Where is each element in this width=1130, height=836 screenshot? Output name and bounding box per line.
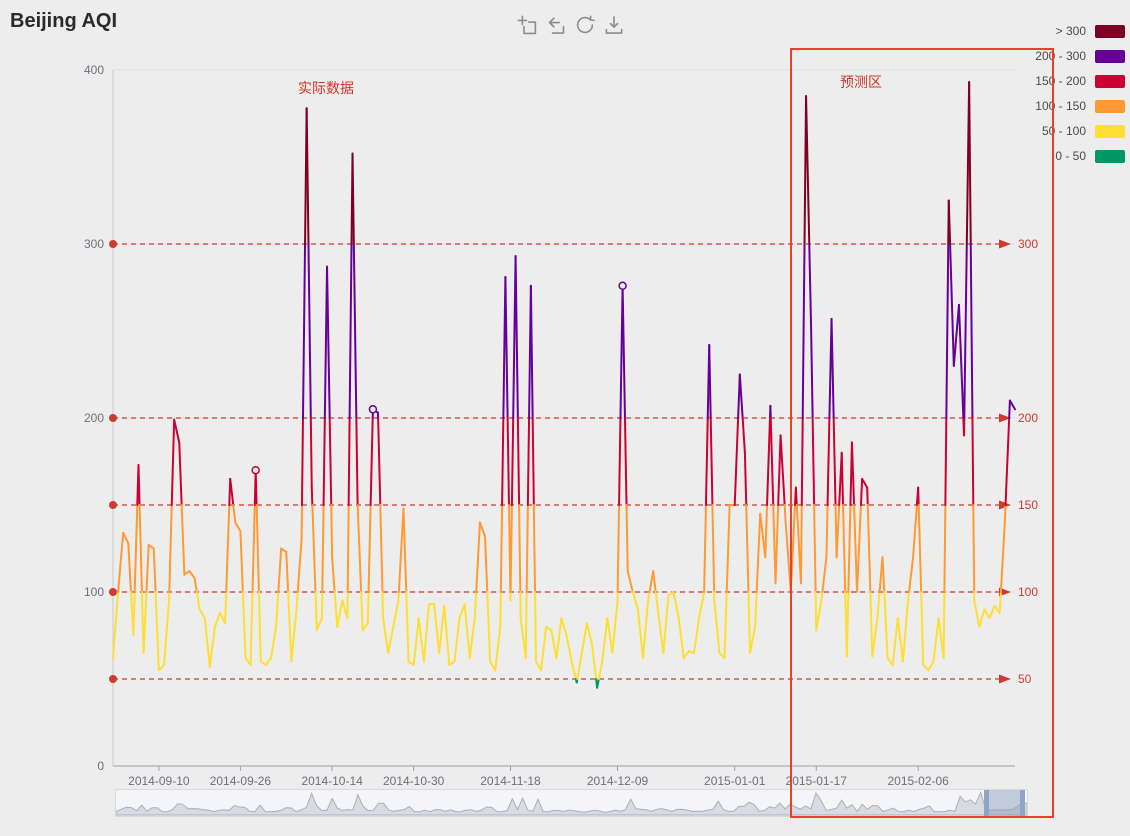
forecast-zone-label: 预测区 [840, 74, 882, 90]
datazoom-window[interactable] [984, 790, 1025, 816]
svg-text:2014-09-26: 2014-09-26 [210, 774, 272, 788]
legend-piece-swatch [1095, 99, 1125, 113]
legend-piece-3[interactable]: 100 - 150 [1035, 99, 1125, 113]
area-zoom-icon[interactable] [517, 15, 537, 35]
svg-text:300: 300 [1018, 237, 1038, 251]
legend-piece-swatch [1095, 149, 1125, 163]
legend-piece-swatch [1095, 124, 1125, 138]
svg-text:0: 0 [97, 759, 104, 773]
legend-piece-label: 200 - 300 [1035, 49, 1086, 63]
legend-piece-label: 0 - 50 [1055, 149, 1086, 163]
svg-text:2014-10-30: 2014-10-30 [383, 774, 445, 788]
svg-text:200: 200 [84, 411, 104, 425]
zoom-reset-icon[interactable] [546, 15, 566, 35]
save-image-icon[interactable] [604, 15, 624, 35]
svg-text:50: 50 [1018, 672, 1032, 686]
svg-text:200: 200 [1018, 411, 1038, 425]
legend-piece-swatch [1095, 24, 1125, 38]
svg-text:300: 300 [84, 237, 104, 251]
svg-text:2015-01-17: 2015-01-17 [786, 774, 848, 788]
legend-piece-swatch [1095, 49, 1125, 63]
legend-piece-5[interactable]: 0 - 50 [1035, 149, 1125, 163]
marked-points [251, 281, 627, 475]
x-axis-labels: 2014-09-10 2014-09-26 2014-10-14 2014-10-30… [128, 766, 949, 788]
mark-lines: 50 100 150 200 300 [109, 237, 1038, 686]
page-title: Beijing AQI [10, 10, 118, 32]
legend-piece-2[interactable]: 150 - 200 [1035, 74, 1125, 88]
svg-text:150: 150 [1018, 498, 1038, 512]
actual-data-label: 实际数据 [298, 80, 354, 96]
svg-text:2015-01-01: 2015-01-01 [704, 774, 766, 788]
aqi-series-line [112, 81, 1016, 689]
toolbox [517, 15, 624, 35]
datazoom-shadow-chart [115, 790, 1028, 816]
svg-text:400: 400 [84, 63, 104, 77]
legend-piece-label: > 300 [1055, 24, 1086, 38]
legend-piece-label: 150 - 200 [1035, 74, 1086, 88]
svg-text:2014-12-09: 2014-12-09 [587, 774, 649, 788]
svg-text:2014-10-14: 2014-10-14 [301, 774, 363, 788]
svg-text:2014-11-18: 2014-11-18 [480, 774, 541, 788]
svg-text:2014-09-10: 2014-09-10 [128, 774, 190, 788]
svg-text:100: 100 [1018, 585, 1038, 599]
legend-piece-label: 100 - 150 [1035, 99, 1086, 113]
legend-piece-0[interactable]: > 300 [1035, 24, 1125, 38]
legend-piece-1[interactable]: 200 - 300 [1035, 49, 1125, 63]
visualmap-legend: > 300 200 - 300 150 - 200 100 - 150 50 - 100… [1035, 24, 1125, 163]
svg-text:2015-02-06: 2015-02-06 [887, 774, 949, 788]
legend-piece-swatch [1095, 74, 1125, 88]
restore-icon[interactable] [575, 15, 595, 35]
svg-text:100: 100 [84, 585, 104, 599]
datazoom-slider[interactable] [115, 789, 1028, 817]
